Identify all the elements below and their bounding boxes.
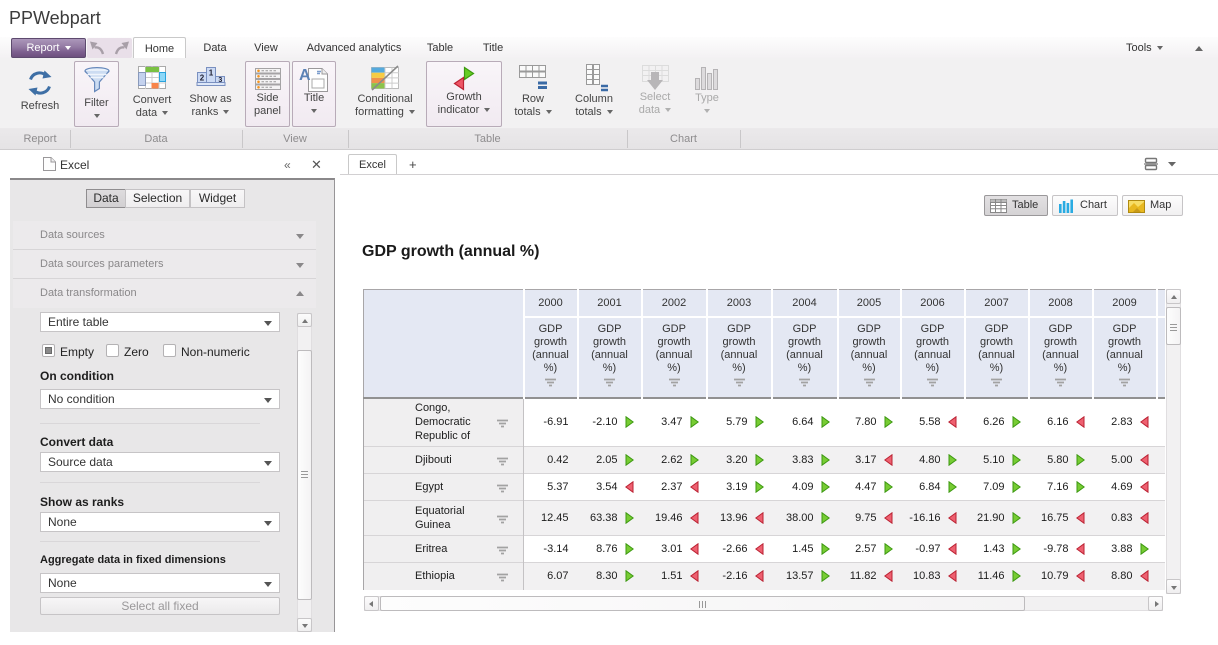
svg-text:1: 1 xyxy=(208,69,213,78)
svg-text:2: 2 xyxy=(199,74,204,83)
svg-text:A: A xyxy=(299,67,311,84)
svg-text:3: 3 xyxy=(218,77,222,84)
